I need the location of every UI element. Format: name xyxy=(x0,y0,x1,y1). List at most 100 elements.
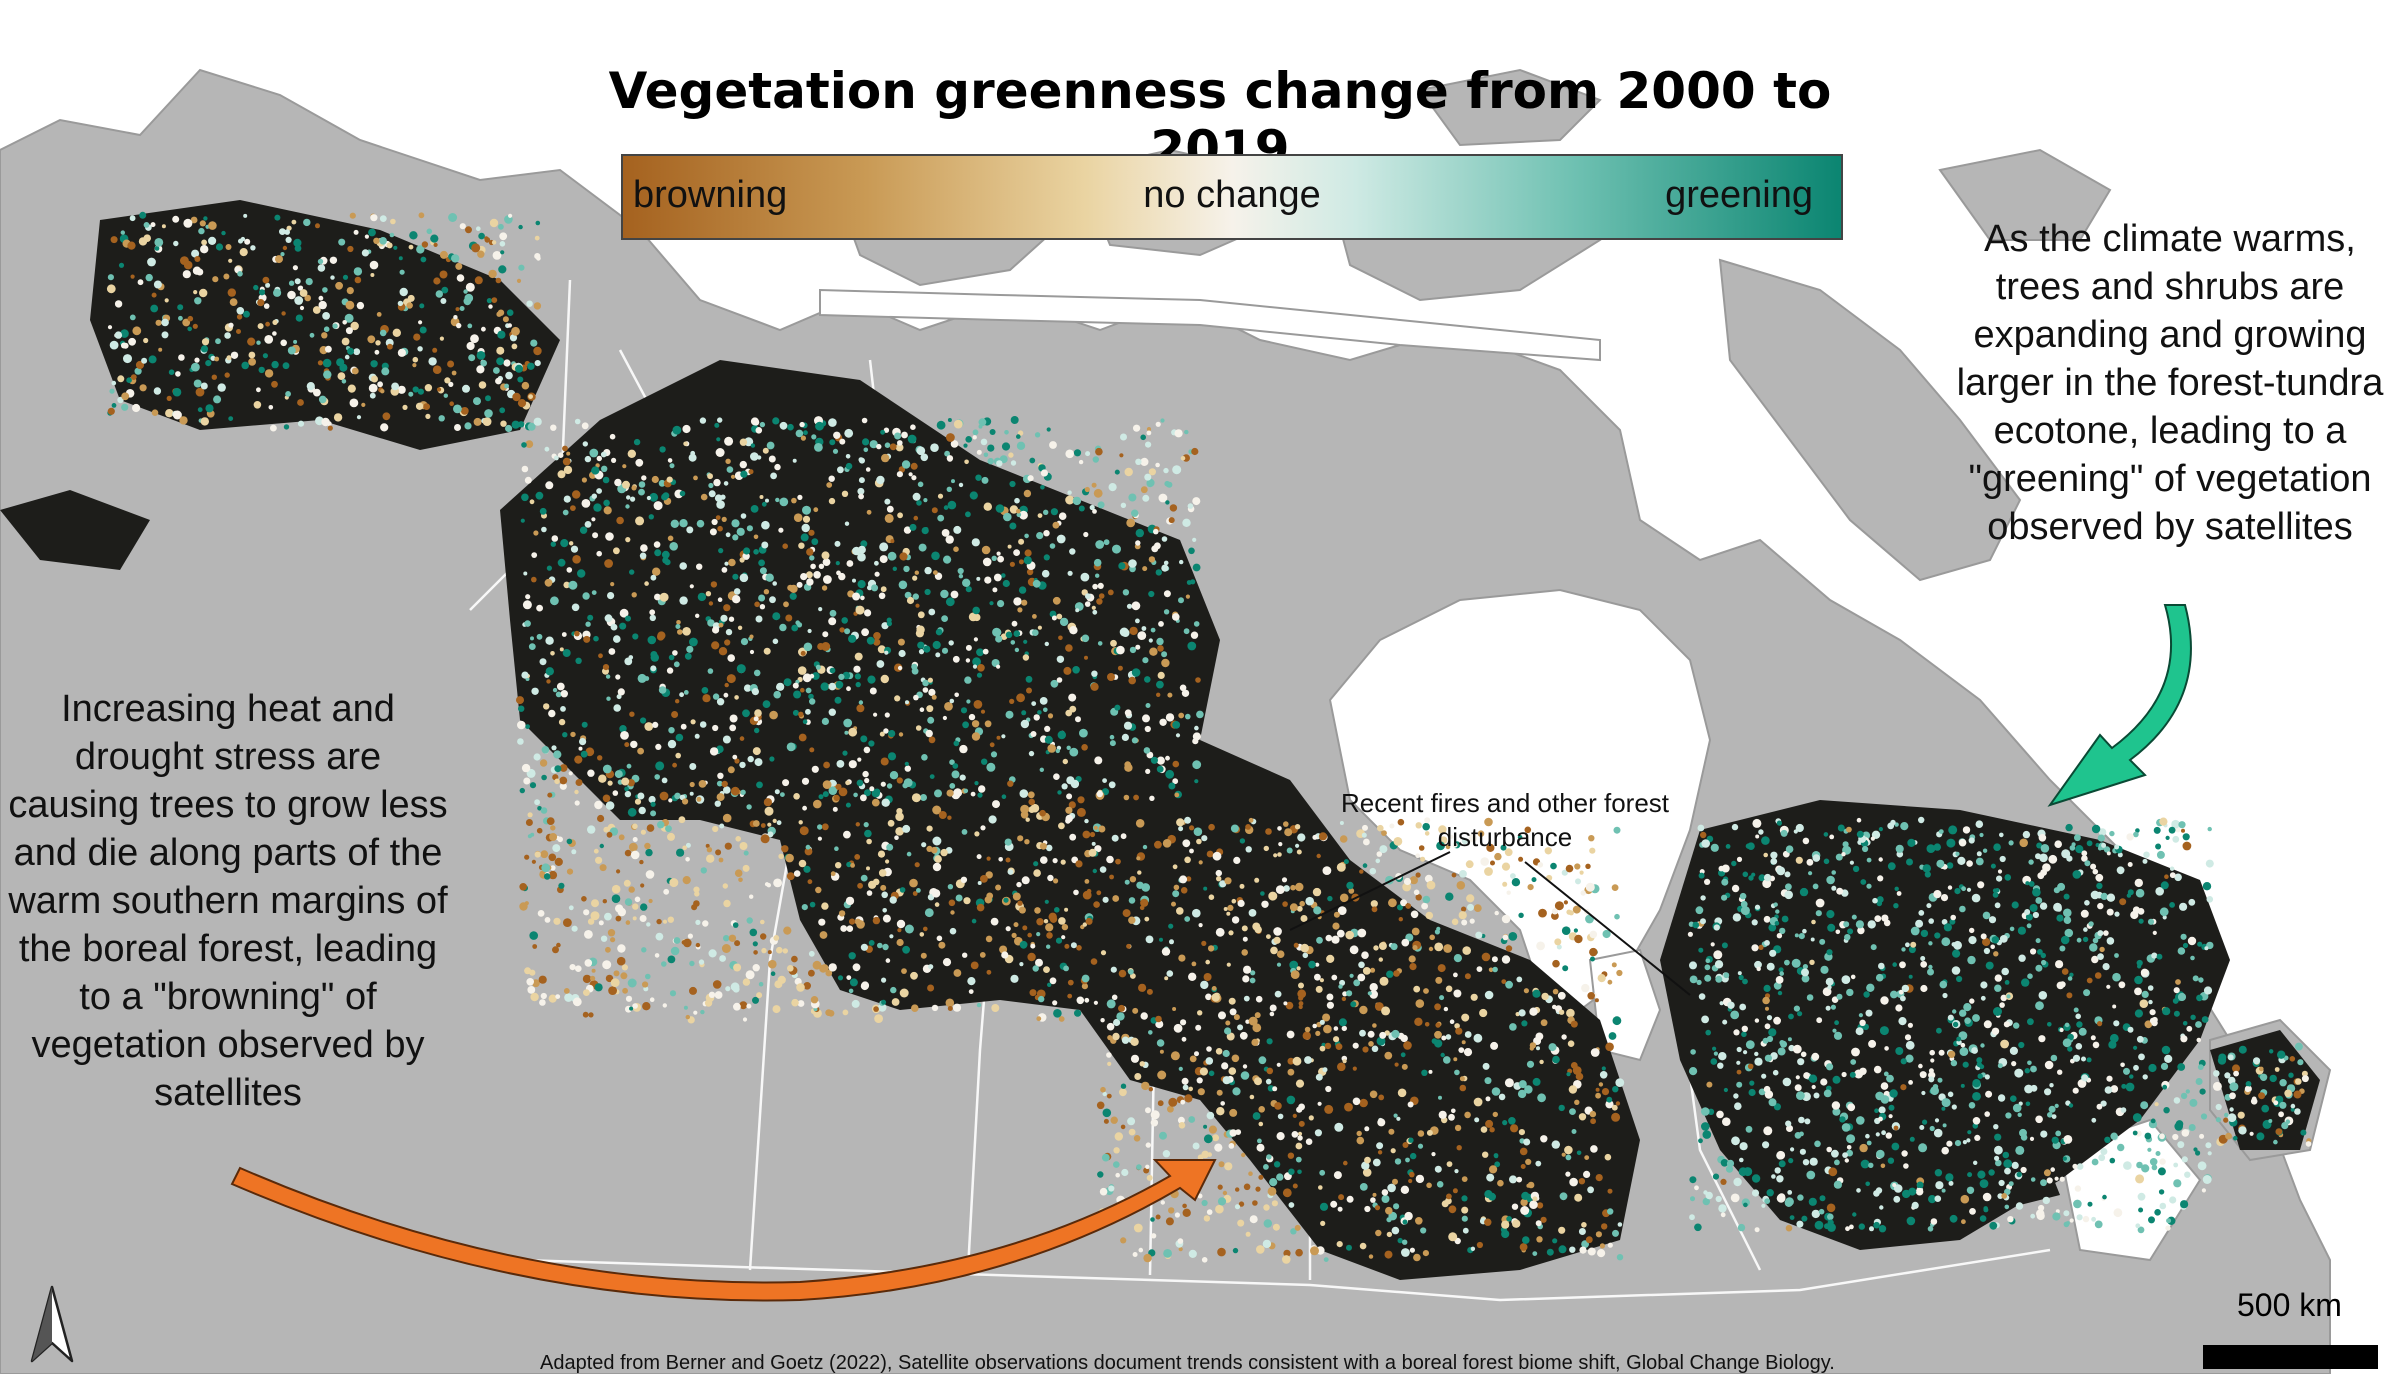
greenness-pixel xyxy=(464,293,474,303)
greenness-pixel xyxy=(2074,834,2081,842)
greenness-pixel xyxy=(716,437,721,442)
greenness-pixel xyxy=(749,634,754,639)
greenness-pixel xyxy=(2162,1084,2168,1090)
greenness-pixel xyxy=(1879,1205,1884,1210)
greenness-pixel xyxy=(860,540,868,548)
greenness-pixel xyxy=(955,894,963,902)
greenness-pixel xyxy=(492,251,502,260)
greenness-pixel xyxy=(386,242,393,249)
greenness-pixel xyxy=(896,471,904,478)
greenness-pixel xyxy=(1832,1107,1841,1116)
greenness-pixel xyxy=(752,419,760,426)
greenness-pixel xyxy=(1408,1137,1414,1143)
greenness-pixel xyxy=(1517,1089,1527,1099)
greenness-pixel xyxy=(1974,1134,1981,1141)
greenness-pixel xyxy=(2197,941,2203,947)
greenness-pixel xyxy=(960,876,968,883)
greenness-pixel xyxy=(1091,482,1097,488)
greenness-pixel xyxy=(1344,1102,1353,1112)
greenness-pixel xyxy=(2173,1162,2179,1168)
greenness-pixel xyxy=(1415,1217,1423,1225)
greenness-pixel xyxy=(863,822,869,828)
greenness-pixel xyxy=(1233,1014,1240,1021)
greenness-pixel xyxy=(976,449,982,455)
greenness-pixel xyxy=(511,326,520,336)
greenness-pixel xyxy=(2028,881,2035,887)
greenness-pixel xyxy=(1180,1019,1187,1026)
greenness-pixel xyxy=(1689,961,1697,970)
greenness-pixel xyxy=(517,738,524,745)
greenness-pixel xyxy=(656,918,662,925)
greenness-pixel xyxy=(554,765,562,773)
greenness-pixel xyxy=(615,674,621,680)
greenness-pixel xyxy=(808,969,815,977)
greenness-pixel xyxy=(774,463,781,471)
greenness-pixel xyxy=(1269,1178,1278,1187)
greenness-pixel xyxy=(882,943,889,951)
greenness-pixel xyxy=(2159,1202,2167,1210)
greenness-pixel xyxy=(1040,485,1045,490)
greenness-pixel xyxy=(1362,1168,1372,1177)
greenness-pixel xyxy=(895,812,904,821)
greenness-pixel xyxy=(499,232,508,241)
greenness-pixel xyxy=(1984,1074,1990,1080)
greenness-pixel xyxy=(1256,1143,1265,1152)
greenness-pixel xyxy=(550,596,559,606)
greenness-pixel xyxy=(936,935,943,942)
greenness-pixel xyxy=(932,836,942,846)
greenness-pixel xyxy=(1494,852,1502,861)
greenness-pixel xyxy=(1755,834,1760,839)
greenness-pixel xyxy=(809,698,816,705)
greenness-pixel xyxy=(236,329,241,334)
greenness-pixel xyxy=(1717,1062,1724,1069)
greenness-pixel xyxy=(217,383,226,392)
greenness-pixel xyxy=(635,516,645,526)
greenness-pixel xyxy=(150,304,159,313)
greenness-pixel xyxy=(604,559,613,568)
greenness-pixel xyxy=(1106,1093,1112,1099)
greenness-pixel xyxy=(696,563,703,570)
greenness-pixel xyxy=(1558,1226,1566,1234)
greenness-pixel xyxy=(1333,1026,1339,1031)
greenness-pixel xyxy=(892,566,897,571)
greenness-pixel xyxy=(986,892,994,900)
greenness-pixel xyxy=(720,614,728,622)
greenness-pixel xyxy=(1785,883,1792,891)
greenness-pixel xyxy=(1576,1150,1582,1156)
greenness-pixel xyxy=(495,377,502,385)
greenness-pixel xyxy=(1215,1204,1224,1214)
greenness-pixel xyxy=(579,526,588,534)
greenness-pixel xyxy=(519,902,528,911)
greenness-pixel xyxy=(699,417,707,424)
greenness-pixel xyxy=(624,742,630,748)
greenness-pixel xyxy=(948,640,954,646)
greenness-pixel xyxy=(987,444,995,452)
greenness-pixel xyxy=(781,845,789,853)
greenness-pixel xyxy=(1107,673,1115,681)
greenness-pixel xyxy=(1860,1159,1870,1169)
greenness-pixel xyxy=(881,999,887,1005)
greenness-pixel xyxy=(545,667,554,676)
greenness-pixel xyxy=(2181,828,2185,833)
greenness-pixel xyxy=(1140,1012,1148,1020)
greenness-pixel xyxy=(2132,1113,2142,1122)
greenness-pixel xyxy=(901,460,911,469)
greenness-pixel xyxy=(1094,756,1103,765)
greenness-pixel xyxy=(1041,569,1050,578)
greenness-pixel xyxy=(2126,833,2134,841)
greenness-pixel xyxy=(1378,942,1387,950)
greenness-pixel xyxy=(306,382,315,391)
greenness-pixel xyxy=(1731,884,1740,893)
greenness-pixel xyxy=(899,887,906,893)
greenness-pixel xyxy=(1153,528,1159,535)
greenness-pixel xyxy=(281,311,286,316)
greenness-pixel xyxy=(690,719,696,725)
greenness-pixel xyxy=(2148,1216,2155,1224)
greenness-pixel xyxy=(1877,875,1884,882)
greenness-pixel xyxy=(2091,824,2101,834)
greenness-pixel xyxy=(368,383,378,393)
greenness-pixel xyxy=(1184,916,1191,922)
greenness-pixel xyxy=(1072,496,1082,506)
greenness-pixel xyxy=(2140,1101,2149,1110)
greenness-pixel xyxy=(2139,999,2149,1008)
